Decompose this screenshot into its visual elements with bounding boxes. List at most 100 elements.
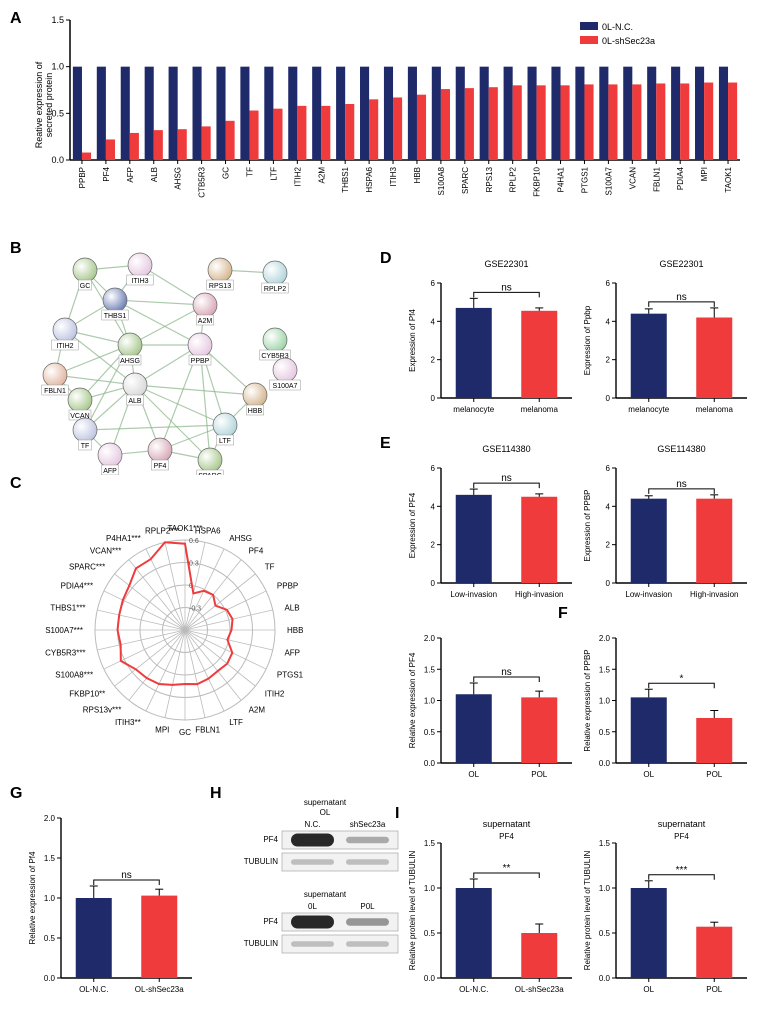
svg-text:ns: ns [676, 292, 687, 303]
svg-text:GC: GC [80, 283, 91, 290]
svg-text:PF4: PF4 [674, 832, 689, 841]
svg-text:GSE114380: GSE114380 [482, 444, 530, 454]
svg-text:Reative expression of: Reative expression of [34, 61, 44, 148]
svg-text:0.5: 0.5 [44, 934, 56, 943]
svg-text:PPBP: PPBP [191, 358, 210, 365]
svg-text:SPARC***: SPARC*** [69, 562, 105, 571]
svg-text:PF4: PF4 [102, 166, 111, 181]
svg-text:PF4: PF4 [249, 546, 264, 555]
svg-text:Expression of PPBP: Expression of PPBP [583, 489, 592, 561]
svg-text:Relative protein level of TUBU: Relative protein level of TUBULIN [408, 851, 417, 971]
svg-text:AHSG: AHSG [229, 534, 252, 543]
svg-text:0.0: 0.0 [599, 759, 611, 768]
svg-text:ITIH3: ITIH3 [389, 166, 398, 186]
svg-text:6: 6 [606, 279, 611, 288]
svg-text:RPLP2***: RPLP2*** [145, 527, 180, 536]
svg-text:OL: OL [643, 985, 654, 994]
svg-text:S100A7: S100A7 [273, 383, 298, 390]
svg-text:supernatant: supernatant [483, 819, 531, 829]
panelF-chart2: 0.00.51.01.52.0Relative expression of PP… [580, 620, 755, 795]
svg-text:ITIH2: ITIH2 [56, 343, 73, 350]
svg-text:0L: 0L [308, 902, 317, 911]
svg-text:1.5: 1.5 [424, 665, 436, 674]
svg-text:HSPA6: HSPA6 [195, 527, 221, 536]
svg-text:0.0: 0.0 [424, 759, 436, 768]
svg-text:shSec23a: shSec23a [350, 820, 386, 829]
panelD-chart2: 0246Expression of PpbpGSE22301melanocyte… [580, 255, 755, 430]
svg-text:ns: ns [501, 667, 512, 678]
svg-text:CYB5R3***: CYB5R3*** [45, 649, 85, 658]
svg-text:Relative protein level of TUBU: Relative protein level of TUBULIN [583, 851, 592, 971]
svg-text:OL-N.C.: OL-N.C. [79, 985, 108, 994]
svg-text:4: 4 [606, 502, 611, 511]
svg-text:Relative expression of PPBP: Relative expression of PPBP [583, 649, 592, 751]
label-A: A [10, 10, 22, 28]
panelG-chart: 0.00.51.01.52.0Relative expression of Pf… [25, 800, 200, 1010]
svg-text:0.5: 0.5 [424, 728, 436, 737]
svg-text:ns: ns [121, 870, 132, 881]
svg-text:0L-N.C.: 0L-N.C. [602, 22, 633, 32]
svg-text:Low-invasion: Low-invasion [625, 590, 672, 599]
panelE-chart2: 0246Expression of PPBPGSE114380Low-invas… [580, 440, 755, 615]
svg-text:***: *** [676, 865, 688, 876]
svg-text:OL-shSec23a: OL-shSec23a [135, 985, 184, 994]
svg-text:2.0: 2.0 [424, 634, 436, 643]
svg-text:GSE22301: GSE22301 [659, 259, 703, 269]
svg-text:TUBULIN: TUBULIN [244, 939, 278, 948]
svg-text:melanoma: melanoma [696, 405, 734, 414]
svg-text:6: 6 [431, 279, 436, 288]
svg-text:SPARC: SPARC [461, 167, 470, 194]
svg-text:LTF: LTF [229, 718, 243, 727]
svg-text:0L-shSec23a: 0L-shSec23a [602, 36, 655, 46]
svg-text:RPS13: RPS13 [485, 166, 494, 192]
label-G: G [10, 785, 22, 803]
svg-text:PF4: PF4 [263, 917, 278, 926]
svg-text:1.0: 1.0 [599, 697, 611, 706]
svg-text:OL: OL [320, 808, 331, 817]
svg-text:Expression of PF4: Expression of PF4 [408, 492, 417, 558]
svg-text:2: 2 [431, 541, 436, 550]
svg-text:TUBULIN: TUBULIN [244, 857, 278, 866]
panelI-chart1: 0.00.51.01.5Relative protein level of TU… [405, 815, 580, 1010]
svg-text:FBLN1: FBLN1 [44, 388, 66, 395]
svg-text:Relative expression of PF4: Relative expression of PF4 [408, 652, 417, 748]
svg-text:FKBP10: FKBP10 [533, 166, 542, 196]
svg-text:A2M: A2M [317, 167, 326, 184]
svg-text:0.3: 0.3 [189, 561, 199, 568]
svg-text:VCAN: VCAN [628, 167, 637, 189]
svg-text:2: 2 [606, 356, 611, 365]
panelE-chart1: 0246Expression of PF4GSE114380Low-invasi… [405, 440, 580, 615]
svg-text:ITIH2: ITIH2 [293, 166, 302, 186]
svg-text:ALB: ALB [128, 398, 142, 405]
svg-text:P4HA1: P4HA1 [557, 166, 566, 192]
svg-text:CTB5R3: CTB5R3 [198, 166, 207, 197]
svg-text:1.5: 1.5 [424, 839, 436, 848]
svg-text:PTGS1: PTGS1 [277, 670, 304, 679]
svg-text:4: 4 [431, 502, 436, 511]
svg-text:AHSG: AHSG [174, 167, 183, 190]
svg-text:HBB: HBB [413, 167, 422, 183]
svg-text:1.0: 1.0 [599, 884, 611, 893]
svg-text:VCAN***: VCAN*** [90, 546, 122, 555]
svg-text:OL-N.C.: OL-N.C. [459, 985, 488, 994]
svg-text:2.0: 2.0 [599, 634, 611, 643]
svg-text:supernatant: supernatant [304, 798, 347, 807]
svg-text:-0.3: -0.3 [189, 606, 201, 613]
svg-text:1.0: 1.0 [424, 884, 436, 893]
svg-text:FKBP10**: FKBP10** [69, 690, 105, 699]
svg-text:PDIA4***: PDIA4*** [61, 582, 93, 591]
svg-text:2: 2 [606, 541, 611, 550]
svg-text:S100A8: S100A8 [437, 166, 446, 195]
panelH-blots: supernatantOLN.C.shSec23aPF4TUBULINsuper… [210, 795, 400, 1010]
svg-text:HSPA6: HSPA6 [365, 166, 374, 192]
svg-text:Expression of Ppbp: Expression of Ppbp [583, 305, 592, 375]
svg-text:AFP: AFP [284, 649, 300, 658]
panelI-chart2: 0.00.51.01.5Relative protein level of TU… [580, 815, 755, 1010]
svg-text:2: 2 [431, 356, 436, 365]
svg-text:HBB: HBB [287, 626, 303, 635]
svg-text:Expression of Pf4: Expression of Pf4 [408, 309, 417, 372]
svg-text:**: ** [503, 863, 511, 874]
svg-text:GC: GC [222, 167, 231, 179]
svg-text:ns: ns [676, 479, 687, 490]
svg-text:THBS1: THBS1 [341, 166, 350, 192]
